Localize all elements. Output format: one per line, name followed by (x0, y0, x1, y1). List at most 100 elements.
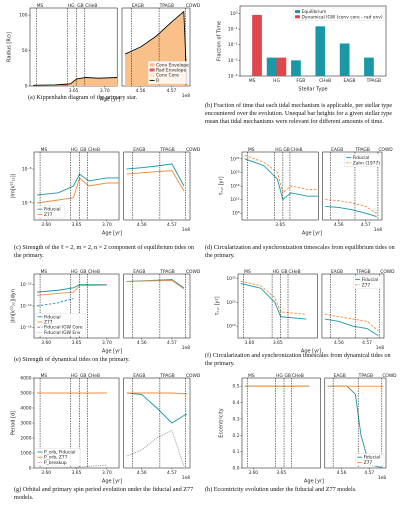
phase-label: MS (248, 147, 255, 153)
x-tick-label: 4.57 (167, 340, 177, 346)
y-tick-label: 10⁻³ (228, 58, 238, 64)
x-tick-label: 4.57 (167, 470, 177, 476)
legend-swatch (295, 15, 300, 19)
bar (291, 60, 301, 76)
x-axis-label: Age [yr] (100, 97, 120, 103)
line (126, 170, 185, 192)
plot-frame (239, 5, 387, 77)
phase-label: MS (37, 3, 44, 9)
x-tick-label: 4.56 (136, 88, 146, 94)
phase-label: EAGB (331, 147, 343, 153)
caption: (c) Strength of the ℓ = 2, m = 2, n = 2 … (14, 244, 194, 259)
x-tick-label: 4.57 (361, 222, 371, 228)
phase-label: EAGB (334, 373, 346, 379)
y-tick-label: 0 (25, 84, 28, 90)
x-tick-label: 3.70 (102, 340, 112, 346)
phase-label: TPAGB (159, 3, 174, 9)
legend-label: P_orb, Fiducial (44, 450, 75, 456)
y-tick-label: 10¹⁰ (226, 324, 235, 330)
plot-frame (123, 273, 191, 339)
y-tick-label: 0.3 (233, 416, 240, 422)
bar (339, 43, 350, 76)
x-tick-label: FGB (296, 78, 305, 84)
caption: (f) Circularization and synchronization … (205, 352, 391, 367)
y-tick-label: 10⁻⁸ (22, 201, 32, 207)
line (37, 464, 107, 469)
phase-label: TPAGB (355, 269, 370, 275)
line (244, 154, 319, 194)
y-tick-label: 0.4 (233, 400, 240, 406)
line (36, 298, 74, 307)
plot-frame (123, 151, 191, 221)
line (324, 313, 379, 332)
y-tick-label: 0 (29, 466, 32, 472)
phase-label: GB (80, 373, 86, 379)
x-tick-label: 3.60 (248, 470, 258, 476)
phase-label: TPAGB (159, 147, 174, 153)
line (36, 173, 120, 196)
y-axis-label: |Im[k²²₂₂]| (11, 173, 17, 198)
y-tick-label: 10²⁰ (226, 300, 235, 306)
x-tick-label: 3.70 (100, 88, 110, 94)
caption: (d) Circularization and synchronization … (205, 244, 395, 259)
bar (252, 14, 262, 76)
x-tick-label: 3.60 (41, 470, 51, 476)
legend-label: Z77 (364, 460, 373, 466)
x-tick-label: 4.57 (167, 222, 177, 228)
line (325, 199, 377, 214)
phase-label: GB (281, 269, 287, 275)
phase-label: TPAGB (358, 373, 373, 379)
phase-label: COWD (378, 147, 393, 153)
y-tick-label: 50 (22, 48, 28, 54)
x-tick-label: 3.60 (41, 340, 51, 346)
legend-label: R (156, 78, 159, 84)
x-tick-label: 4.56 (137, 470, 147, 476)
legend-box (35, 205, 65, 219)
y-axis-label: Eccentricity (219, 408, 225, 437)
y-tick-label: 10⁸ (232, 211, 240, 217)
legend-box (35, 448, 81, 467)
line (124, 10, 188, 85)
line (240, 280, 307, 315)
y-tick-label: 10⁻² (228, 42, 238, 48)
legend-label: Fiducial (44, 207, 61, 213)
phase-label: GB (77, 3, 83, 9)
legend-label: Z77 (44, 320, 53, 326)
x-axis-label: Age [yr] (304, 479, 324, 485)
x-tick-label: 3.65 (275, 222, 285, 228)
y-tick-label: 5000 (20, 391, 31, 397)
bar (266, 57, 277, 76)
x-tick-label: 4.56 (137, 340, 147, 346)
x-tick-label: 3.65 (273, 340, 283, 346)
legend-label: Z77 (44, 212, 53, 218)
x-offset-label: 1e8 (182, 93, 190, 99)
legend-label: Conv Envelope (156, 62, 189, 68)
phase-label: HG (276, 373, 283, 379)
phase-label: HG (273, 269, 280, 275)
x-offset-label: 1e8 (374, 227, 382, 233)
legend-box (35, 313, 86, 337)
area (33, 77, 118, 86)
x-offset-label: 1e8 (182, 475, 190, 481)
phase-label: EAGB (331, 269, 343, 275)
x-tick-label: 3.70 (102, 222, 112, 228)
y-tick-label: 10⁻⁶ (22, 167, 32, 173)
x-tick-label: 4.57 (167, 88, 177, 94)
line (36, 284, 107, 296)
phase-label: EAGB (133, 269, 145, 275)
y-tick-label: 10⁰ (230, 11, 238, 17)
y-tick-label: 2000 (20, 436, 31, 442)
y-tick-label: 10¹⁶ (230, 184, 239, 190)
x-offset-label: 1e8 (378, 475, 386, 481)
x-axis-label: Age [yr] (102, 349, 122, 355)
phase-label: MS (248, 373, 255, 379)
phase-label: COWD (382, 373, 397, 379)
phase-label: COWD (186, 373, 201, 379)
phase-label: GB (80, 147, 86, 153)
phase-label: TPAGB (354, 147, 369, 153)
legend-swatch (149, 68, 155, 72)
phase-label: CHeB (289, 269, 301, 275)
line (240, 283, 307, 320)
legend-label: Rad Envelope (156, 68, 186, 74)
bar (315, 26, 326, 76)
